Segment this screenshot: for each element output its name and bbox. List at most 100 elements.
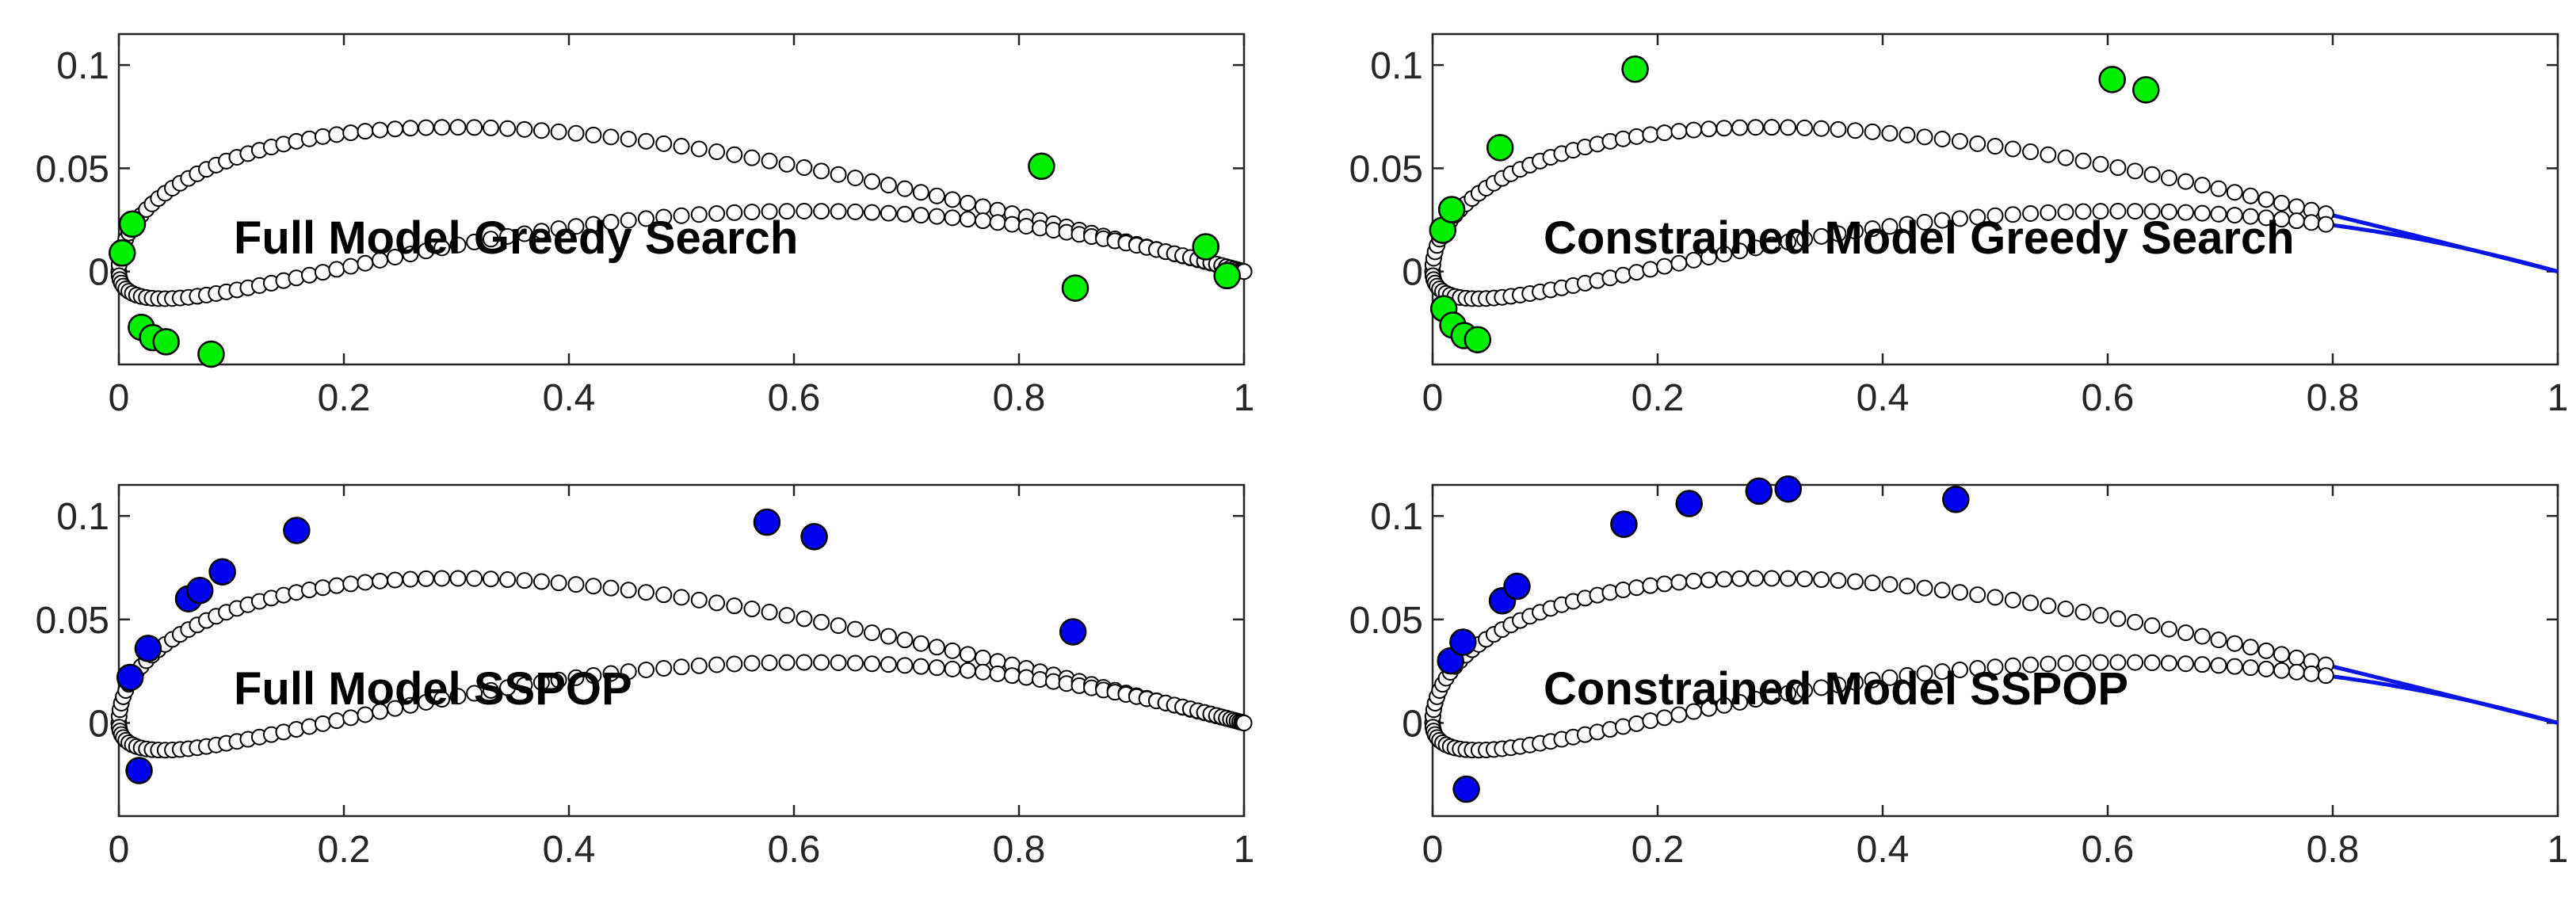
profile-marker-lower	[1628, 715, 1645, 732]
profile-marker-upper	[896, 631, 914, 649]
x-tick-label: 0	[109, 377, 130, 419]
profile-marker-lower	[1846, 223, 1864, 240]
profile-marker-upper	[620, 582, 637, 599]
profile-marker-upper	[813, 613, 830, 631]
profile-marker-upper	[880, 177, 897, 194]
profile-marker-lower	[466, 233, 483, 250]
profile-marker-upper	[796, 159, 813, 177]
profile-marker-lower	[896, 205, 914, 223]
profile-marker-lower	[550, 220, 567, 238]
y-tick-label: 0.1	[1370, 496, 1423, 538]
profile-marker-upper	[2273, 646, 2290, 663]
profile-marker-lower	[813, 654, 830, 671]
profile-marker-lower	[482, 681, 499, 699]
profile-marker-lower	[2303, 214, 2320, 231]
profile-marker-upper	[743, 149, 761, 166]
profile-marker-lower	[1830, 677, 1847, 694]
profile-marker-lower	[928, 659, 945, 677]
profile-marker-lower	[433, 239, 451, 257]
profile-marker-lower	[989, 214, 1006, 231]
profile-marker-lower	[2092, 203, 2109, 220]
sensor-marker	[1437, 647, 1464, 675]
profile-marker-upper	[2210, 631, 2227, 649]
profile-marker-upper	[928, 639, 945, 656]
profile-marker-upper	[466, 570, 483, 587]
profile-marker-lower	[2109, 202, 2127, 219]
profile-marker-lower	[1986, 207, 2004, 224]
profile-marker-lower	[620, 663, 637, 681]
profile-marker-lower	[387, 248, 404, 265]
profile-marker-upper	[2226, 184, 2243, 201]
profile-marker-upper	[449, 570, 467, 587]
profile-marker-upper	[1881, 576, 1899, 593]
profile-marker-upper	[896, 180, 914, 197]
x-tick-label: 0	[1422, 377, 1444, 419]
profile-marker-upper	[2242, 639, 2259, 656]
profile-marker-upper	[482, 570, 499, 588]
profile-marker-lower	[314, 264, 331, 281]
profile-marker-lower	[1614, 266, 1631, 284]
profile-marker-lower	[532, 673, 550, 691]
profile-marker-upper	[328, 126, 345, 143]
profile-marker-lower	[1813, 679, 1830, 696]
profile-marker-upper	[372, 121, 389, 139]
x-tick-label: 0.6	[768, 377, 821, 419]
profile-marker-lower	[690, 657, 708, 674]
profile-marker-upper	[690, 140, 708, 158]
profile-marker-lower	[912, 658, 929, 675]
profile-marker-lower	[912, 207, 929, 224]
profile-marker-lower	[2092, 654, 2109, 671]
profile-marker-lower	[433, 691, 451, 708]
profile-marker-upper	[1700, 120, 1718, 138]
profile-marker-upper	[328, 577, 345, 594]
profile-marker-lower	[1830, 225, 1847, 242]
profile-marker-lower	[2177, 655, 2195, 673]
profile-marker-lower	[1916, 665, 1933, 682]
profile-marker-upper	[1685, 572, 1703, 589]
profile-marker-lower	[585, 216, 602, 233]
profile-marker-upper	[2160, 620, 2177, 638]
sensor-marker	[1942, 486, 1970, 513]
profile-marker-upper	[1642, 577, 1659, 594]
plot-frame	[1431, 483, 2559, 818]
profile-marker-upper	[1747, 570, 1765, 587]
profile-marker-upper	[433, 119, 451, 136]
profile-marker-lower	[743, 204, 761, 221]
sensor-marker	[2098, 66, 2126, 93]
profile-marker-upper	[655, 135, 673, 152]
profile-marker-lower	[1780, 685, 1797, 702]
profile-marker-upper	[830, 166, 847, 183]
profile-marker-upper	[637, 132, 654, 150]
profile-marker-upper	[1846, 122, 1864, 139]
profile-marker-lower	[2210, 205, 2227, 223]
profile-marker-upper	[1700, 571, 1718, 589]
profile-marker-upper	[637, 584, 654, 601]
sensor-marker	[125, 757, 153, 784]
profile-marker-lower	[2288, 663, 2305, 681]
profile-marker-lower	[300, 718, 318, 735]
profile-marker-upper	[1670, 123, 1688, 140]
profile-marker-upper	[708, 594, 726, 612]
profile-marker-lower	[761, 203, 778, 220]
profile-marker-lower	[796, 654, 813, 671]
y-tick-label: 0	[88, 252, 109, 294]
profile-marker-lower	[1642, 712, 1659, 730]
profile-marker-upper	[499, 571, 517, 589]
profile-marker-lower	[532, 223, 550, 240]
y-tick-label: 0.1	[56, 496, 109, 538]
profile-marker-lower	[896, 657, 914, 674]
profile-marker-upper	[974, 649, 991, 666]
profile-marker-upper	[2040, 146, 2057, 163]
profile-marker-lower	[1780, 233, 1797, 250]
profile-marker-lower	[989, 665, 1006, 682]
profile-marker-lower	[830, 654, 847, 671]
x-tick-label: 1	[1234, 829, 1255, 871]
profile-marker-lower	[761, 654, 778, 672]
profile-marker-upper	[2127, 613, 2144, 631]
profile-marker-lower	[864, 655, 881, 673]
sensor-marker	[1213, 261, 1241, 290]
profile-marker-lower	[974, 663, 991, 681]
profile-marker-lower	[567, 669, 585, 686]
panel-annotation: Full Model Greedy Search	[234, 212, 798, 264]
